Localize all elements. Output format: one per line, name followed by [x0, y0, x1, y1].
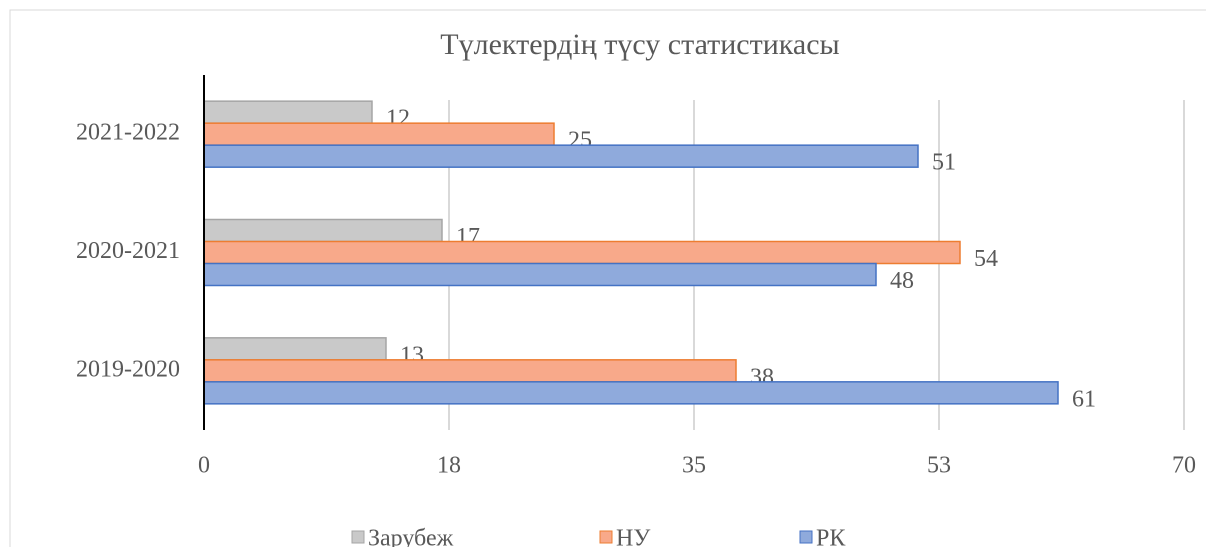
y-tick-label: 2019-2020 [76, 356, 180, 382]
legend-label: Зарубеж [368, 526, 454, 547]
bar [203, 144, 919, 168]
x-tick-label: 35 [682, 453, 706, 479]
x-tick-label: 18 [437, 453, 461, 479]
bar [203, 240, 961, 265]
data-label: 54 [974, 246, 998, 272]
data-label: 61 [1072, 386, 1096, 412]
x-tick-label: 53 [927, 453, 951, 479]
bar [203, 359, 737, 383]
bar [203, 262, 877, 287]
x-tick-label: 70 [1172, 453, 1196, 479]
legend-label: НУ [616, 526, 650, 547]
bar [203, 122, 555, 146]
legend-label: РК [816, 526, 846, 547]
y-tick-label: 2020-2021 [76, 238, 180, 264]
legend-swatch [799, 530, 813, 544]
data-label: 48 [890, 268, 914, 294]
legend-swatch [351, 530, 365, 544]
x-tick-label: 0 [198, 453, 210, 479]
data-label: 51 [932, 150, 956, 176]
bar [203, 381, 1059, 405]
bar [203, 100, 373, 124]
legend-swatch [599, 530, 613, 544]
bar [203, 218, 443, 243]
chart-title: Түлектердің түсу статистикасы [440, 28, 839, 61]
y-tick-label: 2021-2022 [76, 120, 180, 146]
bar [203, 337, 387, 361]
